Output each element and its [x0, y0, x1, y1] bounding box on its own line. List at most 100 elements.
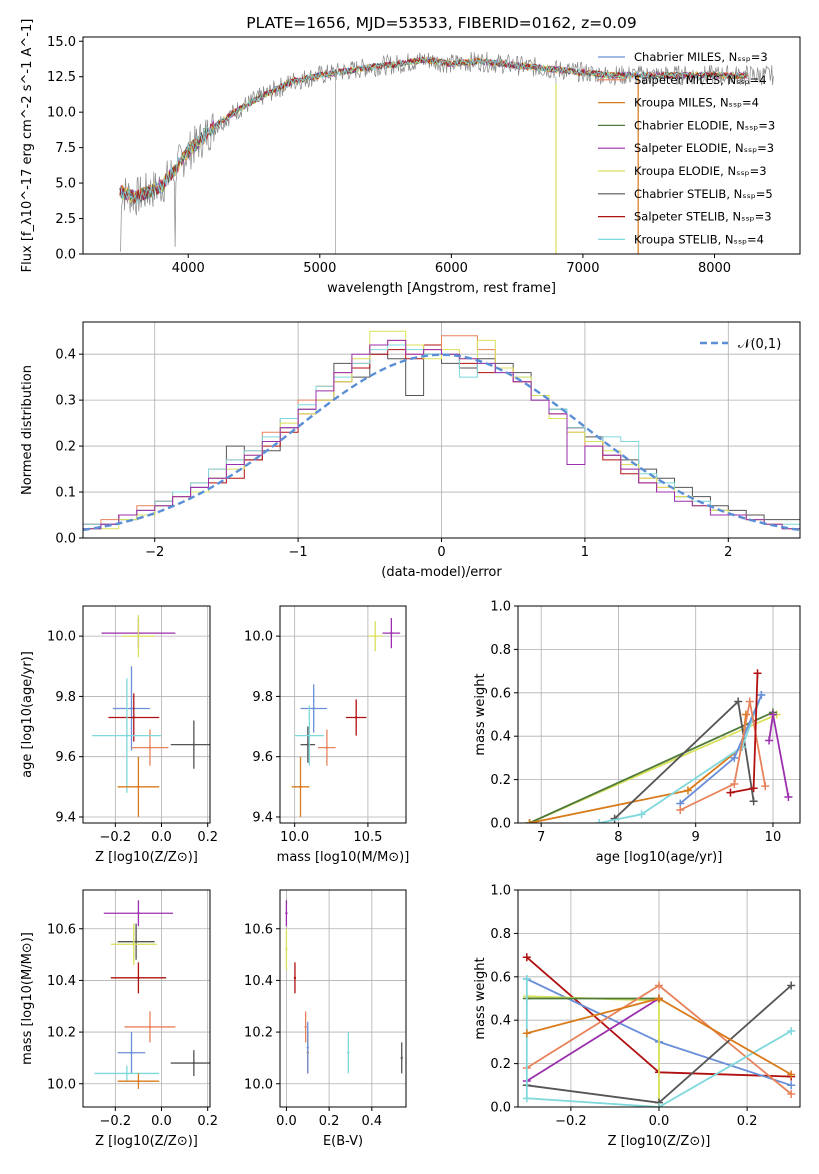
plus-marker: [787, 1027, 796, 1036]
y-tick-label: 0.4: [490, 1014, 511, 1029]
plus-marker: [683, 786, 692, 795]
y-axis-label: Normed distribution: [20, 365, 35, 495]
legend-label: Kroupa STELIB, Nₛₛₚ=4: [634, 232, 764, 246]
y-axis-label: mass weight: [473, 673, 488, 755]
model-line-9: [119, 56, 748, 205]
plus-marker: [595, 819, 604, 823]
data-point: [325, 746, 329, 749]
y-tick-label: 0.6: [490, 686, 511, 701]
y-tick-label: 10.0: [47, 106, 76, 121]
plus-marker: [676, 805, 685, 814]
data-point: [192, 1061, 196, 1065]
y-tick-label: 0.0: [55, 248, 76, 263]
y-tick-label: 10.2: [244, 1026, 273, 1041]
data-point: [132, 716, 135, 719]
y-tick-label: 0.4: [55, 348, 76, 363]
plus-marker: [749, 797, 758, 806]
y-tick-label: 10.4: [47, 974, 76, 989]
x-tick-label: 1: [581, 545, 589, 560]
data-point: [137, 912, 140, 915]
weight-line-3: [526, 995, 660, 1107]
data-point: [132, 943, 135, 946]
legend-label: Salpeter ELODIE, Nₛₛₚ=3: [634, 141, 774, 155]
x-tick-label: 0.0: [649, 1114, 670, 1129]
data-point: [304, 1025, 307, 1029]
y-tick-label: 0.2: [490, 773, 511, 788]
y-axis-label: mass [log10(M/M⊙)]: [20, 932, 35, 1065]
y-tick-label: 0.0: [490, 817, 511, 832]
axes-frame: [82, 605, 211, 824]
plus-marker: [787, 1081, 796, 1090]
y-tick-label: 9.6: [252, 750, 273, 765]
x-tick-label: −2: [145, 545, 164, 560]
data-point: [312, 707, 315, 710]
plus-marker: [765, 736, 774, 745]
y-tick-label: 10.6: [47, 922, 76, 937]
y-tick-label: 0.1: [55, 486, 76, 501]
x-axis-label: Z [log10(Z/Z⊙)]: [95, 1134, 198, 1149]
plus-marker: [522, 953, 531, 962]
x-tick-label: 0.2: [737, 1114, 758, 1129]
y-tick-label: 10.2: [47, 1026, 76, 1041]
y-tick-label: 10.0: [47, 1077, 76, 1092]
axes-frame: [279, 889, 407, 1108]
plus-marker: [655, 994, 663, 1003]
data-point: [400, 1056, 403, 1060]
y-tick-label: 0.2: [490, 1057, 511, 1072]
y-tick-label: 0.6: [490, 970, 511, 985]
x-tick-label: 7: [537, 830, 545, 845]
x-tick-label: 2: [724, 545, 732, 560]
y-tick-label: 1.0: [490, 600, 511, 615]
plus-marker: [787, 1089, 796, 1098]
weight-line-2: [529, 711, 774, 823]
plus-marker: [761, 782, 770, 791]
plus-marker: [726, 788, 735, 797]
y-tick-label: 9.8: [55, 690, 76, 705]
data-point: [192, 743, 196, 746]
observed-spectrum-line: [119, 51, 774, 252]
axes-frame: [82, 889, 211, 1108]
y-tick-label: 0.4: [490, 730, 511, 745]
x-tick-label: 0.0: [151, 1114, 172, 1129]
plus-marker: [787, 981, 796, 990]
data-point: [130, 1051, 133, 1054]
x-tick-label: 10.5: [353, 830, 382, 845]
plus-marker: [522, 1029, 531, 1038]
x-tick-label: 0.2: [319, 1114, 340, 1129]
data-point: [306, 1046, 309, 1049]
data-point: [137, 785, 140, 789]
y-tick-label: 7.5: [55, 141, 76, 156]
data-point: [137, 634, 140, 638]
y-tick-label: 5.0: [55, 177, 76, 192]
x-tick-label: 0: [437, 545, 445, 560]
plus-marker: [734, 697, 743, 706]
legend-label: Chabrier STELIB, Nₛₛₚ=5: [634, 187, 773, 201]
x-tick-label: 9: [692, 830, 700, 845]
legend-label: Salpeter MILES, Nₛₛₚ=4: [634, 73, 767, 87]
y-tick-label: 1.0: [490, 884, 511, 899]
x-tick-label: 0.0: [276, 1114, 297, 1129]
y-axis-label: Flux [f_λ10^-17 erg cm^-2 s^-1 A^-1]: [20, 19, 35, 273]
axes-frame: [82, 36, 801, 255]
data-point: [354, 716, 358, 719]
data-point: [148, 1025, 152, 1029]
y-tick-label: 9.6: [55, 750, 76, 765]
x-axis-label: mass [log10(M/M⊙)]: [277, 850, 410, 865]
x-tick-label: 7000: [566, 261, 599, 276]
plus-marker: [741, 710, 750, 719]
plus-marker: [787, 1070, 796, 1079]
x-axis-label: Z [log10(Z/Z⊙)]: [608, 1134, 711, 1149]
plus-marker: [655, 981, 663, 990]
weight-line-5: [598, 694, 763, 823]
weight-line-3: [529, 714, 747, 823]
weight-line-8: [525, 979, 792, 1107]
weight-line-7: [679, 701, 767, 811]
legend-label: Chabrier MILES, Nₛₛₚ=3: [634, 50, 768, 64]
y-tick-label: 0.8: [490, 927, 511, 942]
data-point: [125, 1072, 129, 1075]
plus-marker: [749, 784, 758, 793]
y-tick-label: 10.0: [244, 1077, 273, 1092]
legend-label: Salpeter STELIB, Nₛₛₚ=3: [634, 210, 772, 224]
y-tick-label: 9.4: [252, 810, 273, 825]
